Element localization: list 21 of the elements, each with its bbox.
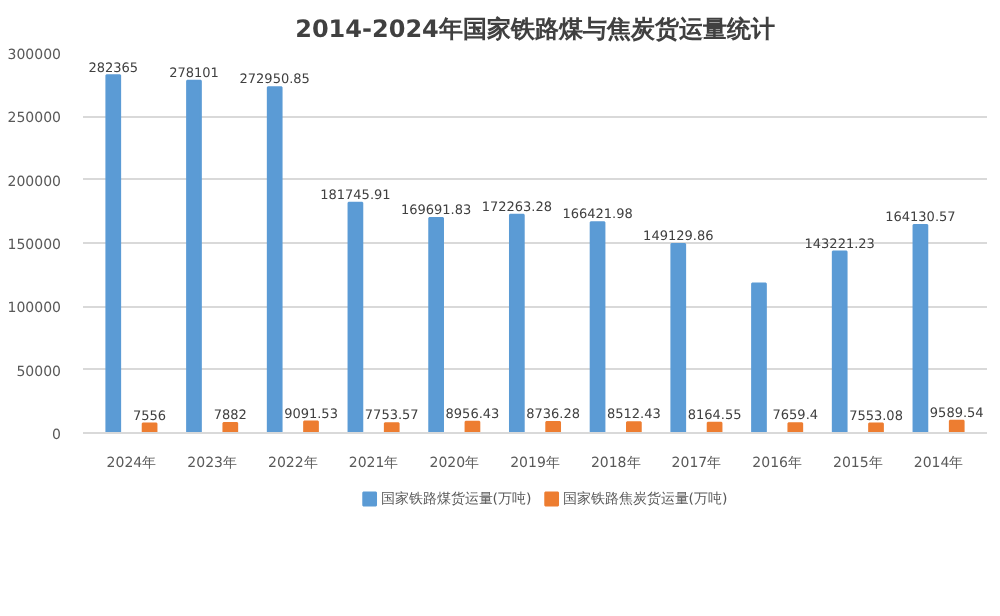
bar (545, 420, 562, 433)
bar (787, 422, 804, 433)
bar (912, 224, 929, 433)
bar (347, 201, 364, 433)
bar (751, 282, 767, 433)
bar (868, 422, 884, 433)
bar (222, 422, 239, 433)
bar (141, 422, 158, 433)
bar (626, 421, 642, 433)
bar (186, 79, 202, 433)
bar (831, 250, 848, 433)
bar (508, 213, 525, 433)
bar (105, 74, 122, 433)
chart-title: 2014-2024年国家铁路煤与焦炭货运量统计 (295, 15, 775, 43)
bar (266, 86, 283, 433)
bar (428, 217, 444, 433)
bar (589, 221, 606, 433)
bar (303, 420, 319, 433)
bar (948, 419, 965, 433)
bar (670, 243, 687, 433)
bar (383, 422, 400, 433)
